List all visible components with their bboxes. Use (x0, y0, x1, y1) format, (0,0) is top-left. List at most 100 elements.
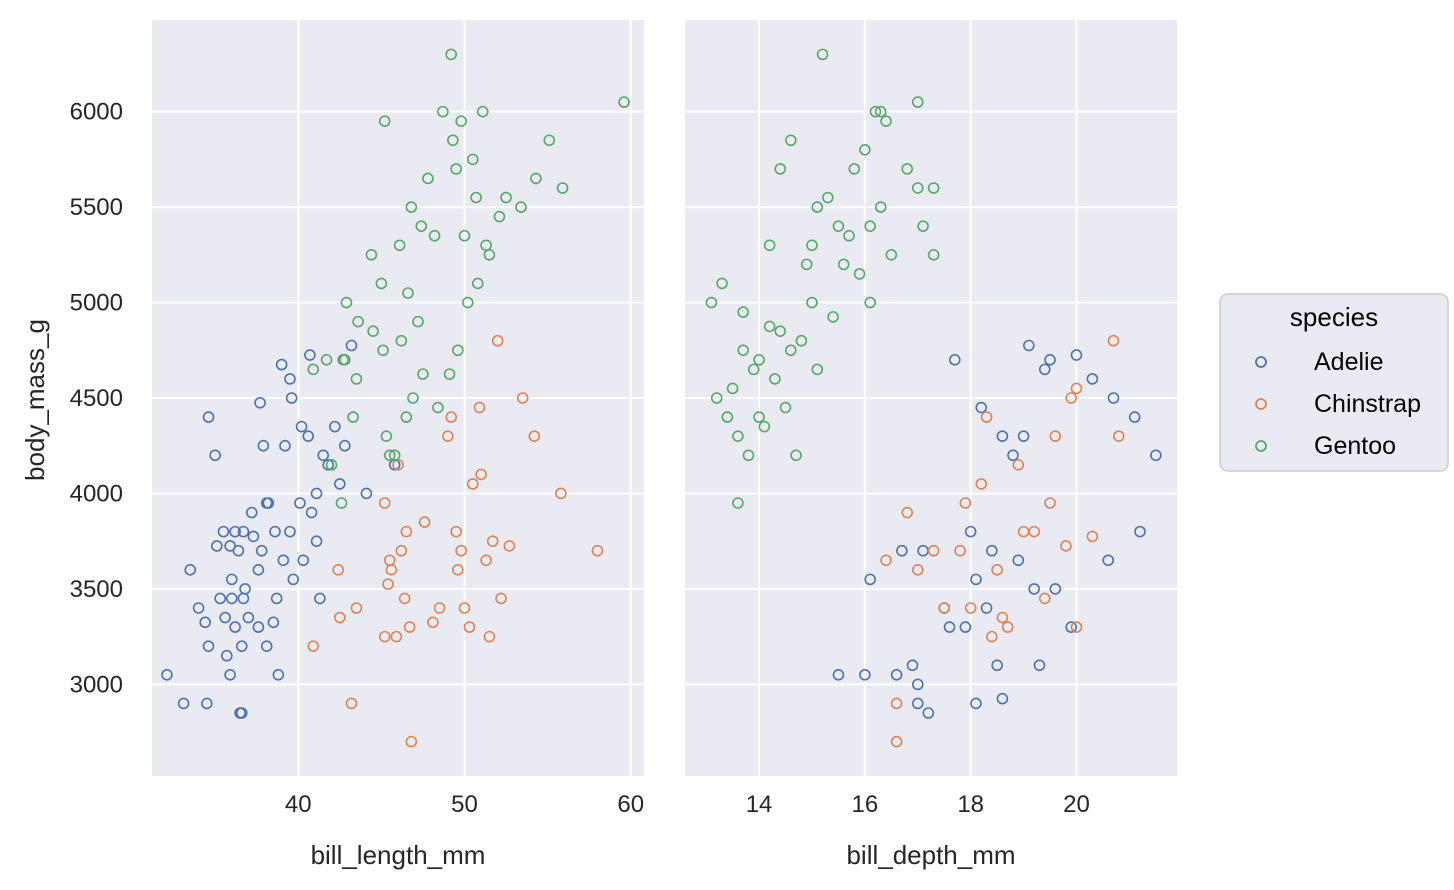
data-point-adelie (177, 697, 190, 710)
data-point-adelie (235, 707, 248, 719)
data-point-gentoo (515, 201, 527, 213)
data-point-chinstrap (332, 564, 344, 576)
data-point-chinstrap (433, 602, 446, 614)
data-point-adelie (345, 339, 358, 352)
data-point-chinstrap (382, 578, 394, 590)
data-point-gentoo (380, 430, 393, 442)
data-point-adelie (949, 354, 961, 366)
data-point-chinstrap (991, 564, 1003, 576)
series-gentoo (307, 48, 630, 509)
data-point-gentoo (753, 354, 765, 366)
data-point-gentoo (927, 249, 940, 261)
data-point-gentoo (874, 105, 887, 118)
data-point-adelie (254, 396, 266, 409)
data-point-adelie (270, 592, 283, 605)
data-point-chinstrap (1001, 621, 1014, 633)
data-point-gentoo (493, 210, 506, 223)
data-point-gentoo (458, 229, 471, 242)
data-point-chinstrap (395, 544, 408, 557)
data-point-chinstrap (491, 334, 504, 347)
data-point-adelie (922, 707, 935, 719)
series-chinstrap (880, 334, 1125, 748)
data-point-adelie (220, 649, 233, 662)
data-point-gentoo (452, 344, 464, 357)
data-point-adelie (287, 573, 300, 586)
data-point-gentoo (721, 411, 734, 423)
y-tick-label: 6000 (70, 99, 123, 126)
data-point-adelie (1150, 449, 1162, 462)
data-point-adelie (943, 621, 956, 633)
data-point-adelie (1134, 525, 1146, 538)
data-point-adelie (360, 487, 373, 500)
data-point-chinstrap (1065, 392, 1077, 404)
data-point-chinstrap (996, 611, 1009, 624)
data-point-adelie (1107, 392, 1120, 404)
x-tick-label: 14 (746, 791, 773, 818)
data-point-chinstrap (480, 554, 492, 567)
x-axis-label-bill-length: bill_length_mm (311, 840, 486, 870)
data-point-gentoo (530, 172, 542, 185)
data-point-chinstrap (466, 478, 479, 490)
x-tick-label: 16 (852, 791, 879, 818)
data-point-gentoo (378, 115, 391, 127)
data-point-adelie (214, 592, 226, 605)
data-point-chinstrap (954, 544, 966, 557)
data-point-chinstrap (427, 616, 439, 629)
data-point-chinstrap (307, 640, 320, 652)
data-point-gentoo (347, 411, 359, 423)
data-point-adelie (986, 544, 998, 557)
data-point-gentoo (758, 420, 771, 433)
data-point-chinstrap (405, 735, 418, 748)
y-tick-label: 5000 (70, 290, 123, 317)
data-point-gentoo (412, 315, 424, 328)
data-point-gentoo (753, 411, 765, 423)
series-adelie (161, 339, 401, 719)
data-point-gentoo (726, 382, 739, 395)
data-point-gentoo (375, 277, 388, 290)
data-point-chinstrap (980, 411, 993, 423)
data-point-gentoo (869, 105, 882, 118)
data-point-gentoo (716, 277, 728, 290)
data-point-gentoo (443, 368, 456, 380)
data-point-chinstrap (938, 602, 951, 614)
data-point-adelie (317, 449, 330, 462)
data-point-gentoo (779, 401, 792, 414)
data-point-gentoo (837, 258, 850, 271)
data-point-gentoo (732, 430, 744, 442)
data-point-adelie (229, 525, 241, 538)
legend-marker-chinstrap (1255, 398, 1267, 410)
data-point-gentoo (543, 134, 556, 147)
data-point-adelie (322, 459, 334, 471)
data-point-gentoo (917, 220, 929, 232)
data-point-adelie (237, 525, 250, 538)
data-point-adelie (252, 564, 265, 576)
data-point-adelie (959, 621, 972, 633)
data-point-chinstrap (350, 602, 363, 614)
data-point-adelie (329, 420, 341, 433)
data-point-chinstrap (901, 506, 913, 519)
data-point-chinstrap (398, 592, 411, 605)
data-point-gentoo (705, 296, 718, 309)
data-point-chinstrap (403, 621, 416, 633)
data-point-adelie (224, 669, 236, 681)
data-point-adelie (201, 697, 213, 710)
data-point-adelie (996, 692, 1009, 705)
data-point-chinstrap (1086, 530, 1099, 543)
data-point-adelie (229, 621, 241, 633)
data-point-adelie (257, 439, 270, 452)
data-point-chinstrap (959, 497, 972, 509)
data-point-adelie (1038, 363, 1051, 376)
data-point-adelie (864, 573, 876, 586)
data-point-adelie (1044, 354, 1056, 366)
data-point-adelie (1049, 583, 1062, 595)
data-point-adelie (1017, 430, 1030, 442)
legend-marker-gentoo (1255, 440, 1267, 452)
data-point-adelie (832, 669, 845, 681)
data-point-gentoo (402, 287, 414, 299)
data-point-gentoo (428, 229, 441, 242)
data-point-chinstrap (1060, 540, 1072, 552)
data-point-gentoo (388, 449, 401, 462)
data-point-adelie (859, 669, 871, 681)
data-point-gentoo (470, 191, 482, 204)
legend-label-chinstrap: Chinstrap (1314, 390, 1421, 418)
